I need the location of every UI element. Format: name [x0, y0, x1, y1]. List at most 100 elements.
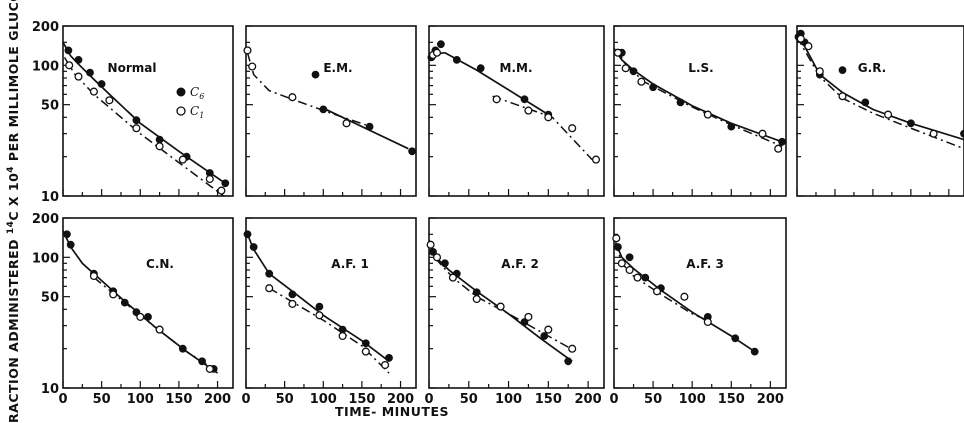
c1-data-point [448, 273, 457, 282]
c1-data-point [815, 67, 824, 76]
panel-frame [428, 25, 605, 197]
c1-data-point [361, 347, 370, 356]
c1-data-point [248, 62, 257, 71]
c6-data-point [641, 273, 650, 282]
c1-data-point [217, 186, 226, 195]
x-tick-label: 150 [535, 392, 562, 407]
x-tick-label: 100 [127, 392, 154, 407]
c1-data-point [178, 155, 187, 164]
panel-5: G.R. [794, 25, 964, 197]
c6-data-point [441, 259, 449, 268]
c6-data-point [838, 66, 847, 74]
c1-data-point [338, 331, 347, 341]
panel-6: 200 100 50 100 50 100 150 200 C.N. [32, 212, 234, 407]
c1-data-point [342, 119, 351, 128]
panel-frame [245, 25, 417, 197]
panel-frame [613, 25, 787, 197]
panel-frame [613, 217, 787, 389]
c6-fit-line [796, 34, 964, 141]
c6-data-point [960, 129, 964, 138]
y-tick-label: 10 [41, 382, 59, 397]
panel-9: 0 50 100 150 200 A.F. 3 [609, 217, 787, 407]
c1-data-point [568, 344, 577, 353]
c1-data-point [612, 234, 621, 243]
c1-data-point [758, 129, 767, 138]
c1-data-point [426, 240, 435, 249]
panel-title: L.S. [688, 61, 713, 75]
c1-data-point [492, 95, 501, 104]
y-tick-label: 100 [32, 251, 59, 266]
c6-data-point [361, 339, 370, 348]
c1-data-point [472, 294, 481, 304]
c6-data-point [625, 253, 634, 262]
c6-data-point [861, 98, 870, 107]
c6-data-point [249, 243, 258, 251]
x-tick-label: 100 [495, 392, 522, 407]
y-tick-label: 50 [41, 291, 59, 306]
c1-data-point [65, 61, 74, 70]
x-tick-label: 150 [165, 392, 192, 407]
c1-fit-line [246, 52, 367, 126]
c1-data-point [89, 87, 98, 96]
c1-data-point [381, 360, 390, 370]
c6-data-point [144, 313, 152, 321]
y-tick-label: 50 [41, 99, 59, 114]
panel-frame [796, 25, 964, 197]
c1-data-point [680, 292, 689, 301]
y-tick-label: 100 [32, 59, 59, 74]
panel-7: 0 50 100 150 200 A.F. 1 [241, 217, 417, 407]
c1-data-point [838, 92, 847, 101]
c6-data-point [97, 80, 106, 88]
c6-data-point [365, 122, 374, 131]
c1-data-point [544, 325, 553, 334]
c1-data-point [591, 155, 601, 164]
panel-title: M.M. [500, 61, 533, 75]
panel-4: L.S. [613, 25, 787, 197]
c6-data-point [750, 347, 759, 356]
panel-1: 200 100 50 10 Normal [32, 20, 234, 205]
x-tick-label: 200 [575, 392, 602, 407]
y-tick-label: 10 [41, 190, 59, 205]
panel-title: A.F. 2 [501, 257, 539, 271]
c1-data-point [105, 96, 114, 105]
c1-data-point [288, 299, 297, 308]
c1-fit-line [268, 287, 390, 374]
c1-data-point [568, 124, 577, 133]
c1-fit-line [492, 95, 593, 161]
c1-data-point [432, 253, 442, 262]
c6-data-point [66, 240, 75, 249]
c6-data-point [221, 179, 230, 188]
c6-data-point [731, 334, 740, 343]
x-tick-label: 0 [609, 392, 618, 407]
legend-c1-label: C1 [190, 104, 204, 120]
x-tick-label: 50 [460, 392, 478, 407]
panel-title: C.N. [146, 257, 174, 271]
c1-data-point [617, 259, 626, 268]
c1-data-point [652, 287, 662, 296]
panel-title: E.M. [323, 61, 352, 75]
c1-data-point [315, 311, 324, 320]
c1-data-point [637, 77, 646, 86]
x-tick-label: 100 [310, 392, 337, 407]
c6-data-point [155, 135, 164, 144]
x-tick-label: 50 [644, 392, 662, 407]
panel-2: E.M. [243, 25, 417, 197]
x-tick-label: 0 [424, 392, 433, 407]
c6-data-point [86, 68, 94, 77]
legend: C6 C1 [176, 85, 204, 120]
c6-data-point [311, 70, 320, 79]
c6-data-point [564, 357, 573, 366]
c6-data-point [907, 119, 915, 128]
c6-data-point [437, 40, 445, 49]
c1-data-point [432, 48, 442, 57]
legend-c6-marker [176, 87, 186, 97]
c1-data-point [205, 364, 214, 373]
x-tick-label: 50 [93, 392, 111, 407]
c1-data-point [796, 34, 805, 43]
c1-data-point [774, 144, 783, 153]
c6-fit-line [62, 230, 218, 374]
x-tick-label: 150 [718, 392, 745, 407]
c6-data-point [63, 230, 71, 239]
c6-data-point [385, 354, 393, 362]
c6-data-point [243, 230, 252, 239]
